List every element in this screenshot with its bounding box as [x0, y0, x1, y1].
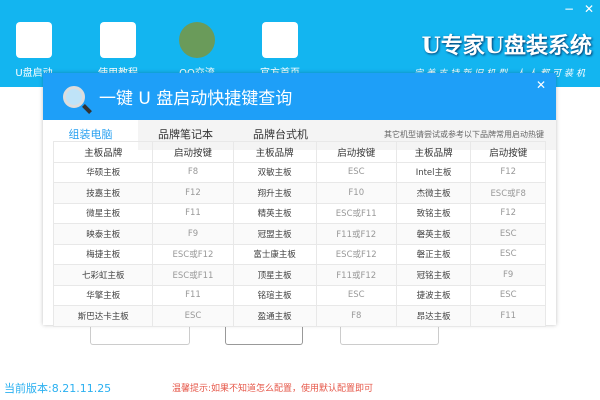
bottom-button-1[interactable]	[90, 322, 190, 345]
table-row: 微星主板 F11 精英主板 ESC或F11 致铭主板 F12	[52, 202, 546, 224]
column-header: 主板品牌	[52, 141, 154, 163]
brand-cell: 梅捷主板	[52, 243, 154, 265]
brand-cell: 斯巴达卡主板	[52, 305, 154, 327]
bottom-button-3[interactable]	[340, 322, 439, 345]
book-icon	[100, 22, 136, 58]
column-header: 启动按键	[470, 141, 546, 163]
table-row: 华擎主板 F11 铭瑄主板 ESC 捷波主板 ESC	[52, 284, 546, 306]
tab-brand-desktop[interactable]: 品牌台式机	[253, 128, 308, 141]
minimize-button[interactable]: −	[563, 2, 574, 16]
dialog-title: 一键 U 盘启动快捷键查询	[99, 89, 293, 109]
brand-cell: 昂达主板	[395, 305, 472, 327]
tip-text: 温馨提示:如果不知道怎么配置，使用默认配置即可	[172, 384, 374, 394]
brand-cell: 翔升主板	[232, 182, 317, 204]
boot-key-cell: F11	[152, 284, 234, 306]
brand-cell: 映泰主板	[52, 223, 154, 245]
boot-key-cell: ESC或F11	[152, 264, 234, 286]
brand-cell: 捷波主板	[395, 284, 472, 306]
hotkey-dialog: 一键 U 盘启动快捷键查询 ✕ 组装电脑 品牌笔记本 品牌台式机 其它机型请尝试…	[43, 73, 556, 327]
column-header: 启动按键	[315, 141, 397, 163]
column-header: 主板品牌	[232, 141, 317, 163]
boot-key-cell: ESC或F8	[470, 182, 546, 204]
brand-cell: 七彩虹主板	[52, 264, 154, 286]
brand-cell: 双敏主板	[232, 161, 317, 183]
table-row: 映泰主板 F9 冠盟主板 F11或F12 磐英主板 ESC	[52, 223, 546, 245]
table-row: 斯巴达卡主板 ESC 盈通主板 F8 昂达主板 F11	[52, 305, 546, 327]
boot-key-cell: ESC	[315, 161, 397, 183]
brand-cell: 精英主板	[232, 202, 317, 224]
brand-cell: 杰微主板	[395, 182, 472, 204]
nav-qq[interactable]: QQ交流	[167, 22, 227, 79]
boot-key-cell: F9	[152, 223, 234, 245]
version-label: 当前版本:8.21.11.25	[4, 382, 112, 395]
boot-key-cell: ESC	[315, 284, 397, 306]
dialog-titlebar: 一键 U 盘启动快捷键查询	[43, 73, 556, 120]
boot-key-cell: ESC或F12	[152, 243, 234, 265]
brand-cell: Intel主板	[395, 161, 472, 183]
boot-key-cell: F11	[152, 202, 234, 224]
boot-key-cell: F9	[470, 264, 546, 286]
boot-key-cell: ESC或F12	[315, 243, 397, 265]
column-header: 主板品牌	[395, 141, 472, 163]
boot-key-cell: F12	[470, 202, 546, 224]
boot-key-cell: ESC	[470, 223, 546, 245]
brand-cell: 致铭主板	[395, 202, 472, 224]
nav-home[interactable]: 官方首页	[250, 22, 310, 79]
boot-key-cell: F11或F12	[315, 264, 397, 286]
brand-cell: 富士康主板	[232, 243, 317, 265]
hint-text: 其它机型请尝试或参考以下品牌常用启动热键	[384, 130, 544, 139]
boot-key-cell: ESC或F11	[315, 202, 397, 224]
boot-key-cell: F11或F12	[315, 223, 397, 245]
brand-cell: 顶星主板	[232, 264, 317, 286]
nav-tutorial[interactable]: 使用教程	[88, 22, 148, 79]
table-row: 七彩虹主板 ESC或F11 顶星主板 F11或F12 冠铭主板 F9	[52, 264, 546, 286]
brand-cell: 华硕主板	[52, 161, 154, 183]
boot-key-cell: F8	[152, 161, 234, 183]
bottom-button-2[interactable]	[225, 322, 303, 345]
brand-cell: 冠铭主板	[395, 264, 472, 286]
nav-label: U盘启动	[15, 68, 53, 79]
table-row: 梅捷主板 ESC或F12 富士康主板 ESC或F12 磐正主板 ESC	[52, 243, 546, 265]
users-icon	[179, 22, 215, 58]
boot-key-cell: ESC	[152, 305, 234, 327]
boot-key-cell: F8	[315, 305, 397, 327]
dialog-close-button[interactable]: ✕	[535, 78, 546, 92]
brand-cell: 技嘉主板	[52, 182, 154, 204]
usb-drive-icon	[16, 22, 52, 58]
table-row: 技嘉主板 F12 翔升主板 F10 杰微主板 ESC或F8	[52, 182, 546, 204]
brand-cell: 盈通主板	[232, 305, 317, 327]
boot-key-cell: ESC	[470, 243, 546, 265]
home-icon	[262, 22, 298, 58]
hotkey-table: 主板品牌 启动按键 主板品牌 启动按键 主板品牌 启动按键 华硕主板 F8 双敏主板 ESC In…	[52, 141, 546, 327]
nav-usb-boot[interactable]: U盘启动	[4, 22, 64, 79]
boot-key-cell: F12	[470, 161, 546, 183]
boot-key-cell: F11	[470, 305, 546, 327]
boot-key-cell: F12	[152, 182, 234, 204]
brand-cell: 磐正主板	[395, 243, 472, 265]
brand-cell: 磐英主板	[395, 223, 472, 245]
close-button[interactable]: ✕	[583, 2, 594, 16]
brand-cell: 华擎主板	[52, 284, 154, 306]
table-row: 华硕主板 F8 双敏主板 ESC Intel主板 F12	[52, 161, 546, 183]
boot-key-cell: F10	[315, 182, 397, 204]
brand-cell: 冠盟主板	[232, 223, 317, 245]
brand-cell: 铭瑄主板	[232, 284, 317, 306]
boot-key-cell: ESC	[470, 284, 546, 306]
brand-logo: U专家U盘装系统	[421, 33, 592, 59]
magnifier-icon	[63, 85, 85, 108]
tab-brand-laptop[interactable]: 品牌笔记本	[158, 128, 213, 141]
column-header: 启动按键	[152, 141, 234, 163]
brand-cell: 微星主板	[52, 202, 154, 224]
